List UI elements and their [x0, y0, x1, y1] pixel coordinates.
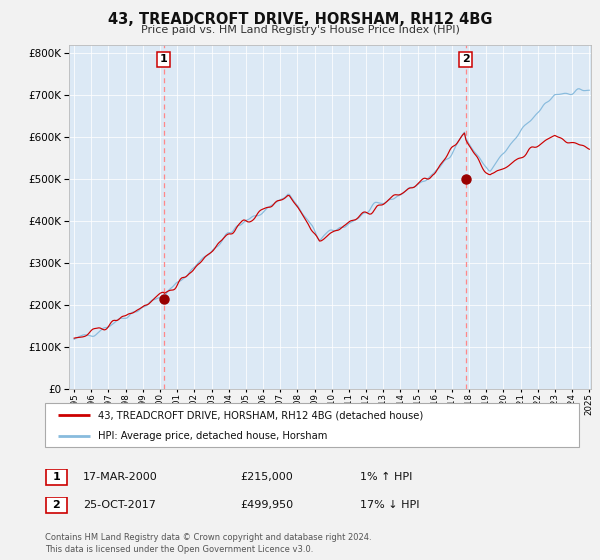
Text: 43, TREADCROFT DRIVE, HORSHAM, RH12 4BG (detached house): 43, TREADCROFT DRIVE, HORSHAM, RH12 4BG …	[98, 410, 424, 421]
Text: Price paid vs. HM Land Registry's House Price Index (HPI): Price paid vs. HM Land Registry's House …	[140, 25, 460, 35]
FancyBboxPatch shape	[45, 403, 579, 447]
FancyBboxPatch shape	[46, 497, 67, 513]
Text: 1% ↑ HPI: 1% ↑ HPI	[360, 472, 412, 482]
Text: 2: 2	[53, 500, 60, 510]
Text: £499,950: £499,950	[240, 500, 293, 510]
Text: 25-OCT-2017: 25-OCT-2017	[83, 500, 155, 510]
Text: 1: 1	[160, 54, 167, 64]
Text: 17-MAR-2000: 17-MAR-2000	[83, 472, 158, 482]
Text: £215,000: £215,000	[240, 472, 293, 482]
Text: 1: 1	[53, 472, 60, 482]
Text: HPI: Average price, detached house, Horsham: HPI: Average price, detached house, Hors…	[98, 431, 328, 441]
Text: 2: 2	[462, 54, 470, 64]
Text: 43, TREADCROFT DRIVE, HORSHAM, RH12 4BG: 43, TREADCROFT DRIVE, HORSHAM, RH12 4BG	[108, 12, 492, 27]
Text: Contains HM Land Registry data © Crown copyright and database right 2024.
This d: Contains HM Land Registry data © Crown c…	[45, 533, 371, 554]
FancyBboxPatch shape	[46, 469, 67, 485]
Text: 17% ↓ HPI: 17% ↓ HPI	[360, 500, 419, 510]
